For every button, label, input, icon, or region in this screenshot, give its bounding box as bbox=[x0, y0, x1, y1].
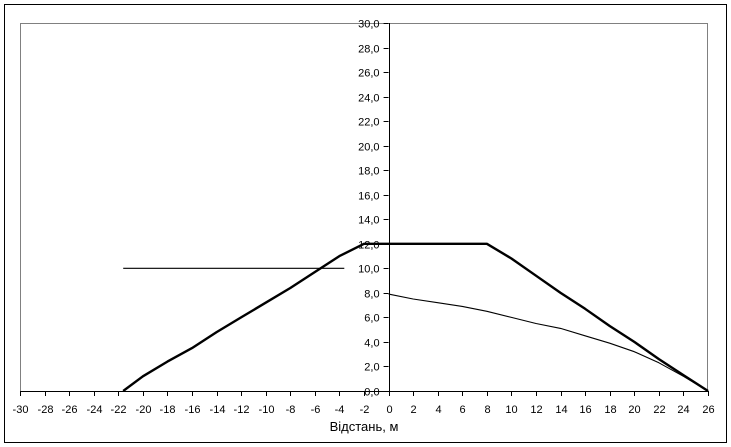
y-tick-label: 12,0 bbox=[358, 240, 379, 252]
y-tick-label: 10,0 bbox=[358, 264, 379, 276]
y-tick-label: 22,0 bbox=[358, 117, 379, 129]
x-tick-label: 12 bbox=[530, 404, 542, 416]
y-tick-label: 26,0 bbox=[358, 68, 379, 80]
x-tick-label: -28 bbox=[38, 404, 54, 416]
x-tick-label: -20 bbox=[136, 404, 152, 416]
y-tick-label: 18,0 bbox=[358, 166, 379, 178]
y-tick-label: 30,0 bbox=[358, 19, 379, 31]
x-tick-label: -8 bbox=[286, 404, 296, 416]
series-line-3 bbox=[388, 293, 709, 392]
x-tick-label: 16 bbox=[579, 404, 591, 416]
x-tick-label: 18 bbox=[604, 404, 616, 416]
x-tick-label: 20 bbox=[628, 404, 640, 416]
x-tick-label: -10 bbox=[259, 404, 275, 416]
y-tick-label: 20,0 bbox=[358, 142, 379, 154]
x-tick-label: -6 bbox=[311, 404, 321, 416]
x-axis-title: Відстань, м bbox=[330, 419, 399, 434]
x-tick-label: -14 bbox=[210, 404, 226, 416]
y-tick-label: 6,0 bbox=[364, 313, 379, 325]
y-tick-label: 4,0 bbox=[364, 338, 379, 350]
x-tick-label: -22 bbox=[111, 404, 127, 416]
x-tick-label: -4 bbox=[335, 404, 345, 416]
x-tick-label: -24 bbox=[87, 404, 103, 416]
x-tick-label: -16 bbox=[185, 404, 201, 416]
y-tick-label: 16,0 bbox=[358, 191, 379, 203]
x-tick-label: -18 bbox=[160, 404, 176, 416]
x-tick-label: 6 bbox=[459, 404, 465, 416]
y-tick-label: 28,0 bbox=[358, 44, 379, 56]
y-tick-label: 0,0 bbox=[364, 387, 379, 399]
x-tick-label: 8 bbox=[484, 404, 490, 416]
x-tick-label: -30 bbox=[13, 404, 29, 416]
y-tick-label: 24,0 bbox=[358, 93, 379, 105]
x-tick-label: -26 bbox=[62, 404, 78, 416]
x-tick-label: 14 bbox=[555, 404, 567, 416]
y-tick-label: 14,0 bbox=[358, 215, 379, 227]
x-tick-label: 4 bbox=[435, 404, 441, 416]
x-tick-label: 22 bbox=[653, 404, 665, 416]
y-tick-label: 2,0 bbox=[364, 362, 379, 374]
series-layer bbox=[122, 242, 709, 393]
x-tick-label: 10 bbox=[505, 404, 517, 416]
x-tick-label: 0 bbox=[386, 404, 392, 416]
x-tick-label: 26 bbox=[702, 404, 714, 416]
series-line-1 bbox=[122, 242, 709, 393]
x-tick-label: -12 bbox=[234, 404, 250, 416]
y-tick-label: 8,0 bbox=[364, 289, 379, 301]
y-ticks: 0,0 2,0 4,0 6,0 8,0 10,0 12,0 14,0 16,0 18,0 20,0 2… bbox=[358, 19, 389, 399]
x-tick-label: -2 bbox=[360, 404, 370, 416]
x-tick-label: 24 bbox=[677, 404, 689, 416]
x-tick-label: 2 bbox=[410, 404, 416, 416]
plot-area bbox=[20, 23, 708, 392]
x-ticks: -30 -28 -26 -24 -22 -20 -18 -16 -14 -12 -10 -8 -6 -4-… bbox=[13, 391, 715, 416]
